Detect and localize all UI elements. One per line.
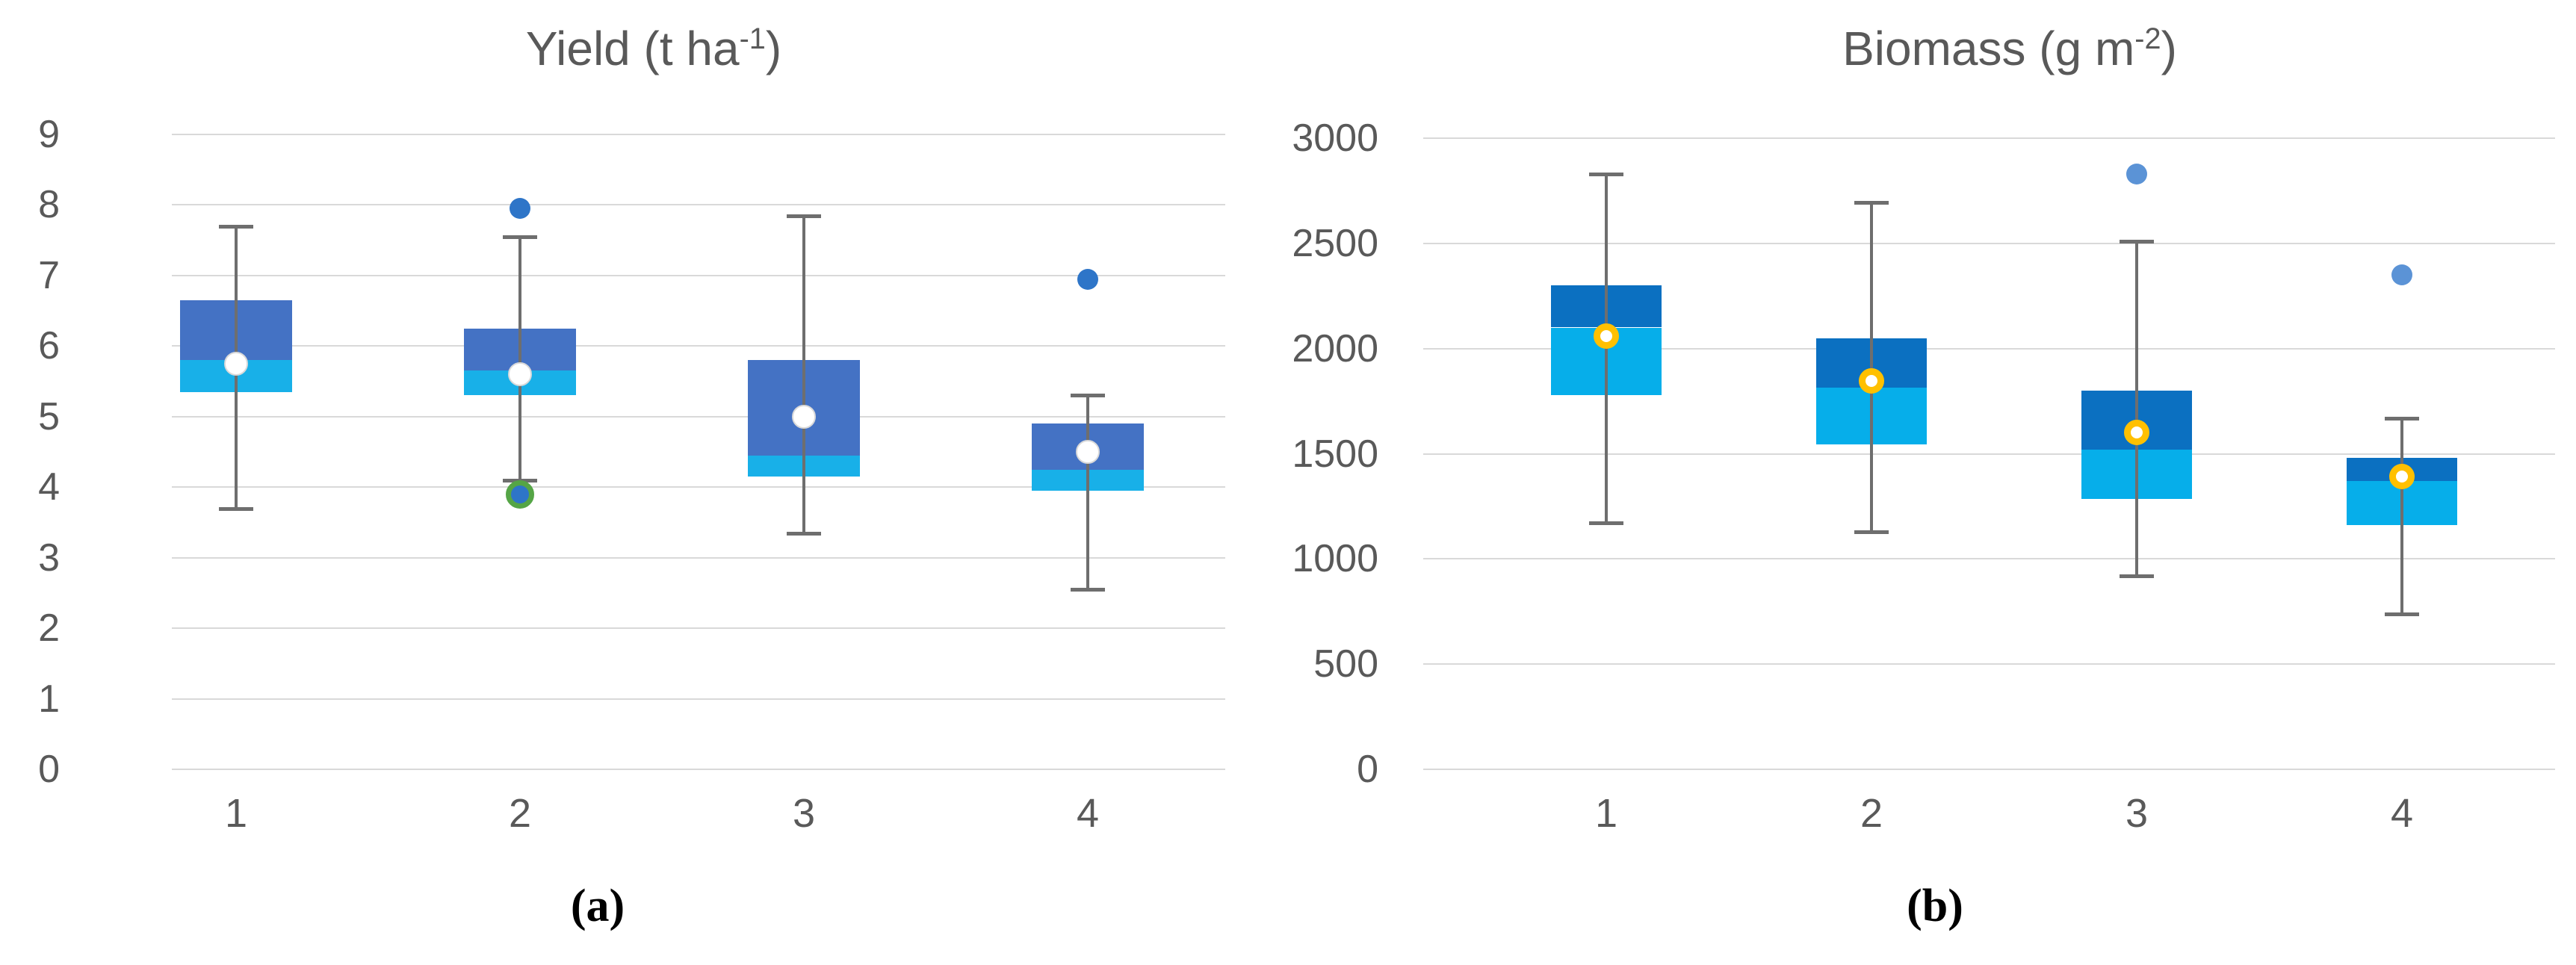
whisker-cap-low xyxy=(2120,574,2154,578)
mean-marker xyxy=(1594,323,1619,349)
whisker-cap-high xyxy=(219,224,253,229)
gridline xyxy=(1423,242,2555,244)
y-tick-label: 500 xyxy=(1313,642,1378,686)
whisker-cap-high xyxy=(1854,200,1889,205)
y-tick-label: 1500 xyxy=(1292,432,1378,476)
whisker-cap-low xyxy=(1589,521,1623,526)
chart-panel-b: Biomass (g m-2) 3000 2500 2000 1500 1000 500 0… xyxy=(1288,0,2576,965)
mean-marker xyxy=(792,404,816,429)
gridline xyxy=(172,769,1225,770)
chart-panel-a: Yield (t ha-1) 9 8 7 6 5 4 3 2 1 0 1 2 3 4 (a) xyxy=(38,21,1225,931)
chart-a-title-end: ) xyxy=(765,22,782,75)
whisker-line xyxy=(1870,202,1873,532)
x-tick-label: 4 xyxy=(2390,791,2414,836)
y-tick-label: 9 xyxy=(38,113,60,156)
mean-marker xyxy=(1859,368,1884,394)
gridline xyxy=(172,134,1225,135)
gridline xyxy=(172,556,1225,559)
outlier-point-green-ring xyxy=(506,480,534,509)
whisker-cap-high xyxy=(1071,394,1105,398)
x-tick-label: 1 xyxy=(1594,791,1618,836)
gridline xyxy=(1423,347,2555,350)
chart-b-title: Biomass (g m-2) xyxy=(1561,21,2458,76)
chart-b-title-main: Biomass (g m xyxy=(1842,22,2135,75)
whisker-cap-low xyxy=(1071,588,1105,592)
mean-marker xyxy=(2389,464,2415,490)
whisker-line xyxy=(802,215,805,533)
gridline xyxy=(1423,137,2555,139)
whisker-cap-low xyxy=(787,531,821,536)
mean-marker xyxy=(1076,440,1100,464)
chart-b-title-end: ) xyxy=(2161,22,2177,75)
whisker-line xyxy=(518,236,521,480)
whisker-cap-high xyxy=(787,214,821,218)
y-tick-label: 3000 xyxy=(1292,117,1378,160)
y-tick-label: 0 xyxy=(38,748,60,791)
gridline xyxy=(172,274,1225,276)
y-tick-label: 1000 xyxy=(1292,537,1378,581)
y-tick-label: 2500 xyxy=(1292,221,1378,265)
y-tick-label: 1 xyxy=(38,677,60,721)
gridline xyxy=(1423,769,2555,770)
gridline xyxy=(172,204,1225,206)
chart-b-title-superscript: -2 xyxy=(2134,22,2161,56)
y-tick-label: 0 xyxy=(1357,748,1378,791)
x-tick-label: 4 xyxy=(1076,791,1100,836)
y-tick-label: 8 xyxy=(38,183,60,227)
whisker-line xyxy=(2135,241,2138,576)
outlier-point xyxy=(2126,163,2147,184)
y-tick-label: 2 xyxy=(38,606,60,651)
outlier-point xyxy=(2391,264,2412,286)
mean-marker xyxy=(2124,420,2149,446)
gridline xyxy=(172,627,1225,630)
gridline xyxy=(172,345,1225,347)
gridline xyxy=(1423,558,2555,560)
x-tick-label: 2 xyxy=(508,791,532,836)
y-tick-label: 6 xyxy=(38,324,60,368)
x-tick-label: 3 xyxy=(792,791,816,836)
y-tick-label: 3 xyxy=(38,536,60,580)
x-tick-label: 2 xyxy=(1860,791,1883,836)
whisker-cap-high xyxy=(503,235,537,239)
mean-marker xyxy=(508,362,532,387)
y-tick-label: 4 xyxy=(38,465,60,509)
gridline xyxy=(172,486,1225,488)
panel-label-a: (a) xyxy=(570,881,625,931)
y-tick-label: 5 xyxy=(38,394,60,438)
outlier-point xyxy=(510,198,530,220)
y-tick-label: 7 xyxy=(38,253,60,297)
x-tick-label: 3 xyxy=(2125,791,2149,836)
x-tick-label: 1 xyxy=(224,791,248,836)
chart-a-title-superscript: -1 xyxy=(739,22,766,56)
chart-a-title: Yield (t ha-1) xyxy=(205,21,1102,76)
gridline xyxy=(172,698,1225,700)
whisker-cap-high xyxy=(2120,240,2154,244)
whisker-cap-high xyxy=(1589,172,1623,176)
whisker-cap-low xyxy=(2385,612,2419,616)
whisker-cap-low xyxy=(219,506,253,511)
mean-marker xyxy=(224,351,248,376)
y-tick-label: 2000 xyxy=(1292,326,1378,370)
whisker-cap-low xyxy=(1854,530,1889,534)
whisker-line xyxy=(2400,418,2403,614)
gridline xyxy=(172,415,1225,418)
panel-label-b: (b) xyxy=(1907,881,1963,931)
gridline xyxy=(1423,663,2555,665)
whisker-line xyxy=(1086,395,1089,590)
chart-a-title-main: Yield (t ha xyxy=(525,22,740,75)
gridline xyxy=(1423,453,2555,455)
outlier-point xyxy=(1077,268,1098,290)
whisker-cap-high xyxy=(2385,416,2419,421)
